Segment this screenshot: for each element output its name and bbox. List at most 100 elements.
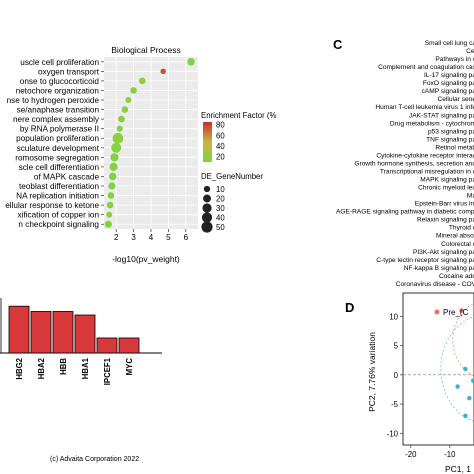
kegg-pathway-label: FoxO signaling pa <box>423 80 474 87</box>
bp-category-label: ellular response to ketone <box>5 201 99 210</box>
gene-number-legend-dot <box>202 203 212 213</box>
pca-legend-label: Pre_(C <box>443 308 469 317</box>
kegg-pathway-label: Retinol metab <box>435 144 474 151</box>
kegg-pathways-panel: C Small cell lung caCelPathways in cComp… <box>333 37 474 288</box>
kegg-pathway-label: Complement and coagulation cas <box>378 64 474 71</box>
pca-y-tick-label: 10 <box>389 312 398 321</box>
kegg-pathway-label: Human T-cell leukemia virus 1 infe <box>375 104 474 111</box>
bp-x-tick-label: 2 <box>114 233 119 242</box>
bp-point <box>110 153 119 162</box>
kegg-pathway-label: Small cell lung ca <box>425 40 474 47</box>
gene-number-legend-title: DE_GeneNumber <box>201 172 263 181</box>
bp-point <box>106 211 113 218</box>
pca-x-axis-label: PC1, 1 <box>445 464 471 474</box>
pca-point <box>463 366 468 372</box>
enrichment-legend-tick: 60 <box>216 131 225 140</box>
bar <box>30 311 52 354</box>
bp-category-label: nere complex assembly <box>13 115 100 124</box>
kegg-pathway-label: Cocaine add <box>439 273 474 280</box>
bar-category-label: HBA1 <box>81 357 90 379</box>
bp-points <box>104 57 195 228</box>
bar <box>52 311 74 354</box>
bar-category-label: HBB <box>59 358 68 375</box>
pca-point <box>459 308 464 313</box>
bp-point <box>130 87 137 94</box>
footer-copyright: (c) Advaita Corporation 2022 <box>50 456 139 463</box>
bp-point <box>138 77 146 85</box>
bp-category-label: onse to glucocorticoid <box>20 77 100 86</box>
pca-ticks: 10 5 0 -5 -10 -20 -10 <box>387 312 456 459</box>
enrichment-legend-tick: 40 <box>216 142 225 151</box>
bp-point <box>116 125 123 132</box>
panel-label-d: D <box>345 300 354 315</box>
gene-number-legend-dot <box>203 185 211 193</box>
kegg-pathway-label: p53 signaling pa <box>428 128 474 135</box>
kegg-pathway-label: JAK-STAT signaling pa <box>409 112 474 119</box>
bp-category-label: oxygen transport <box>38 67 100 76</box>
bp-point <box>106 201 114 209</box>
pca-y-tick-label: -10 <box>387 429 399 438</box>
bar-category-label: IPCEF1 <box>103 357 112 385</box>
kegg-pathway-label: Chronic myeloid leu <box>418 185 474 192</box>
kegg-pathway-labels: Small cell lung caCelPathways in cComple… <box>336 40 474 288</box>
bar-chart-panel: HBG2 HBA2 HBB HBA1 IPCEF1 MYC (c) Advaita Cor… <box>0 298 162 463</box>
kegg-pathway-label: NF-kappa B signaling pa <box>404 265 474 272</box>
bar-category-label: HBA2 <box>37 357 46 379</box>
bp-category-label: nse to hydrogen peroxide <box>7 96 100 105</box>
bar <box>118 337 140 354</box>
bar-category-labels: HBG2 HBA2 HBB HBA1 IPCEF1 MYC <box>15 357 134 385</box>
kegg-pathway-label: Relaxin signaling pa <box>417 217 474 224</box>
bp-x-axis-label: -log10(pv_weight) <box>112 254 180 264</box>
pca-gridlines <box>403 302 474 422</box>
bp-category-label: se/anaphase transition <box>17 106 100 115</box>
pca-x-tick-label: -10 <box>444 450 456 459</box>
gene-number-legend-label: 30 <box>216 204 225 213</box>
kegg-pathway-label: Growth hormone synthesis, secretion and <box>354 160 474 167</box>
bar <box>74 314 96 354</box>
kegg-pathway-label: Ma <box>467 193 474 200</box>
bar <box>96 337 118 354</box>
kegg-pathway-label: Pathways in c <box>435 56 474 63</box>
pca-point <box>455 384 460 389</box>
bp-point <box>121 106 129 113</box>
bp-category-label: of MAPK cascade <box>34 172 100 181</box>
kegg-pathway-label: C-type lectin receptor signaling pa <box>376 257 474 264</box>
bp-x-tick-label: 3 <box>131 233 136 242</box>
bp-point <box>104 220 112 228</box>
enrichment-colorbar <box>203 122 212 162</box>
bars <box>0 298 140 354</box>
gene-number-legend-label: 40 <box>216 214 225 223</box>
bp-point <box>160 68 166 75</box>
bar-category-label: MYC <box>125 358 134 376</box>
pca-point <box>471 378 474 383</box>
bp-category-label: scle cell differentiation <box>19 163 100 172</box>
kegg-pathway-label: Mineral absor <box>436 233 474 240</box>
bp-point <box>108 172 117 181</box>
gene-number-legend-dot <box>201 212 213 223</box>
kegg-pathway-label: IL-17 signaling pa <box>424 72 474 79</box>
gene-number-legend-dot <box>203 194 211 203</box>
pca-plot-frame <box>402 292 474 446</box>
bp-category-label: netochore organization <box>16 86 100 95</box>
pca-y-axis-label: PC2, 7.76% variation <box>367 332 377 412</box>
bar <box>8 305 30 354</box>
pca-point <box>467 396 472 401</box>
kegg-pathway-label: Coronavirus disease - COV <box>396 281 474 288</box>
gene-number-legend-label: 50 <box>216 223 225 232</box>
kegg-pathway-label: Cytokine-cytokine receptor interac <box>376 152 474 159</box>
pca-y-tick-label: -5 <box>391 400 399 409</box>
gene-number-legend-label: 10 <box>216 185 225 194</box>
enrichment-legend-tick: 20 <box>216 153 225 162</box>
kegg-pathway-label: Cellular sene <box>438 96 474 103</box>
kegg-pathway-label: TNF signaling pa <box>426 136 474 143</box>
bp-category-label: NA replication initiation <box>16 192 99 201</box>
kegg-pathway-label: Colorectal c <box>441 241 474 248</box>
pca-points <box>455 308 474 418</box>
kegg-pathway-label: cAMP signaling pa <box>422 88 474 95</box>
bp-x-tick-label: 5 <box>166 233 171 242</box>
pca-y-tick-label: 0 <box>394 371 399 380</box>
